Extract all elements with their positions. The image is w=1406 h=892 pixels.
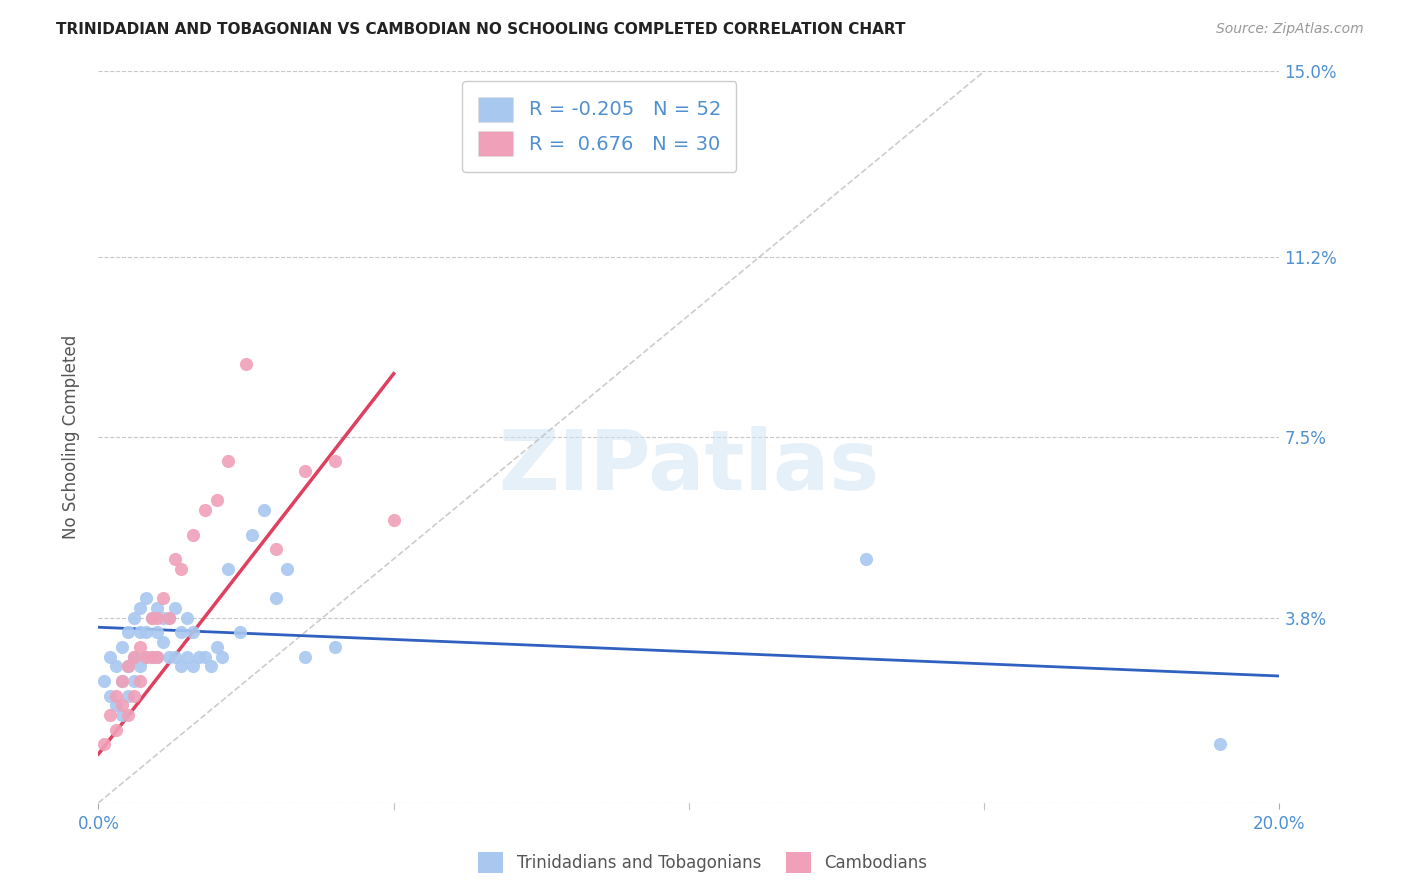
- Point: [111, 673, 134, 688]
- Point: [211, 649, 233, 664]
- Text: ZIPatlas: ZIPatlas: [499, 425, 879, 507]
- Point: [146, 625, 169, 640]
- Point: [135, 591, 157, 605]
- Point: [146, 649, 169, 664]
- Point: [146, 600, 169, 615]
- Point: [105, 723, 128, 737]
- Point: [105, 689, 128, 703]
- Point: [157, 610, 180, 624]
- Point: [253, 503, 276, 517]
- Point: [141, 610, 163, 624]
- Point: [128, 600, 150, 615]
- Point: [135, 625, 157, 640]
- Point: [240, 527, 263, 541]
- Point: [176, 649, 198, 664]
- Point: [855, 552, 877, 566]
- Point: [93, 673, 115, 688]
- Point: [135, 649, 157, 664]
- Point: [165, 649, 187, 664]
- Point: [122, 673, 145, 688]
- Point: [93, 737, 115, 751]
- Point: [205, 640, 228, 654]
- Point: [117, 689, 139, 703]
- Y-axis label: No Schooling Completed: No Schooling Completed: [62, 335, 80, 539]
- Legend: R = -0.205   N = 52, R =  0.676   N = 30: R = -0.205 N = 52, R = 0.676 N = 30: [463, 81, 737, 172]
- Point: [98, 708, 121, 723]
- Point: [217, 454, 239, 468]
- Point: [128, 625, 150, 640]
- Point: [194, 649, 217, 664]
- Legend: Trinidadians and Tobagonians, Cambodians: Trinidadians and Tobagonians, Cambodians: [472, 846, 934, 880]
- Point: [170, 562, 193, 576]
- Point: [170, 659, 193, 673]
- Text: TRINIDADIAN AND TOBAGONIAN VS CAMBODIAN NO SCHOOLING COMPLETED CORRELATION CHART: TRINIDADIAN AND TOBAGONIAN VS CAMBODIAN …: [56, 22, 905, 37]
- Point: [181, 625, 204, 640]
- Point: [146, 649, 169, 664]
- Point: [235, 357, 257, 371]
- Point: [122, 649, 145, 664]
- Point: [128, 640, 150, 654]
- Point: [98, 649, 121, 664]
- Point: [264, 591, 287, 605]
- Point: [382, 513, 405, 527]
- Point: [141, 649, 163, 664]
- Point: [323, 454, 346, 468]
- Point: [105, 659, 128, 673]
- Point: [181, 527, 204, 541]
- Point: [141, 610, 163, 624]
- Point: [152, 635, 174, 649]
- Point: [128, 673, 150, 688]
- Point: [323, 640, 346, 654]
- Point: [152, 591, 174, 605]
- Point: [111, 708, 134, 723]
- Point: [122, 689, 145, 703]
- Point: [128, 659, 150, 673]
- Point: [194, 503, 217, 517]
- Point: [122, 610, 145, 624]
- Point: [146, 610, 169, 624]
- Point: [117, 625, 139, 640]
- Point: [111, 640, 134, 654]
- Point: [264, 542, 287, 557]
- Point: [141, 649, 163, 664]
- Point: [170, 625, 193, 640]
- Point: [117, 708, 139, 723]
- Point: [98, 689, 121, 703]
- Point: [187, 649, 209, 664]
- Point: [294, 464, 316, 478]
- Point: [157, 610, 180, 624]
- Point: [229, 625, 252, 640]
- Point: [117, 659, 139, 673]
- Point: [181, 659, 204, 673]
- Point: [294, 649, 316, 664]
- Point: [276, 562, 298, 576]
- Point: [122, 649, 145, 664]
- Point: [205, 493, 228, 508]
- Point: [165, 600, 187, 615]
- Point: [111, 698, 134, 713]
- Point: [152, 610, 174, 624]
- Point: [117, 659, 139, 673]
- Point: [165, 552, 187, 566]
- Point: [105, 698, 128, 713]
- Point: [111, 673, 134, 688]
- Point: [1209, 737, 1232, 751]
- Point: [200, 659, 222, 673]
- Point: [176, 610, 198, 624]
- Point: [217, 562, 239, 576]
- Point: [135, 649, 157, 664]
- Text: Source: ZipAtlas.com: Source: ZipAtlas.com: [1216, 22, 1364, 37]
- Point: [157, 649, 180, 664]
